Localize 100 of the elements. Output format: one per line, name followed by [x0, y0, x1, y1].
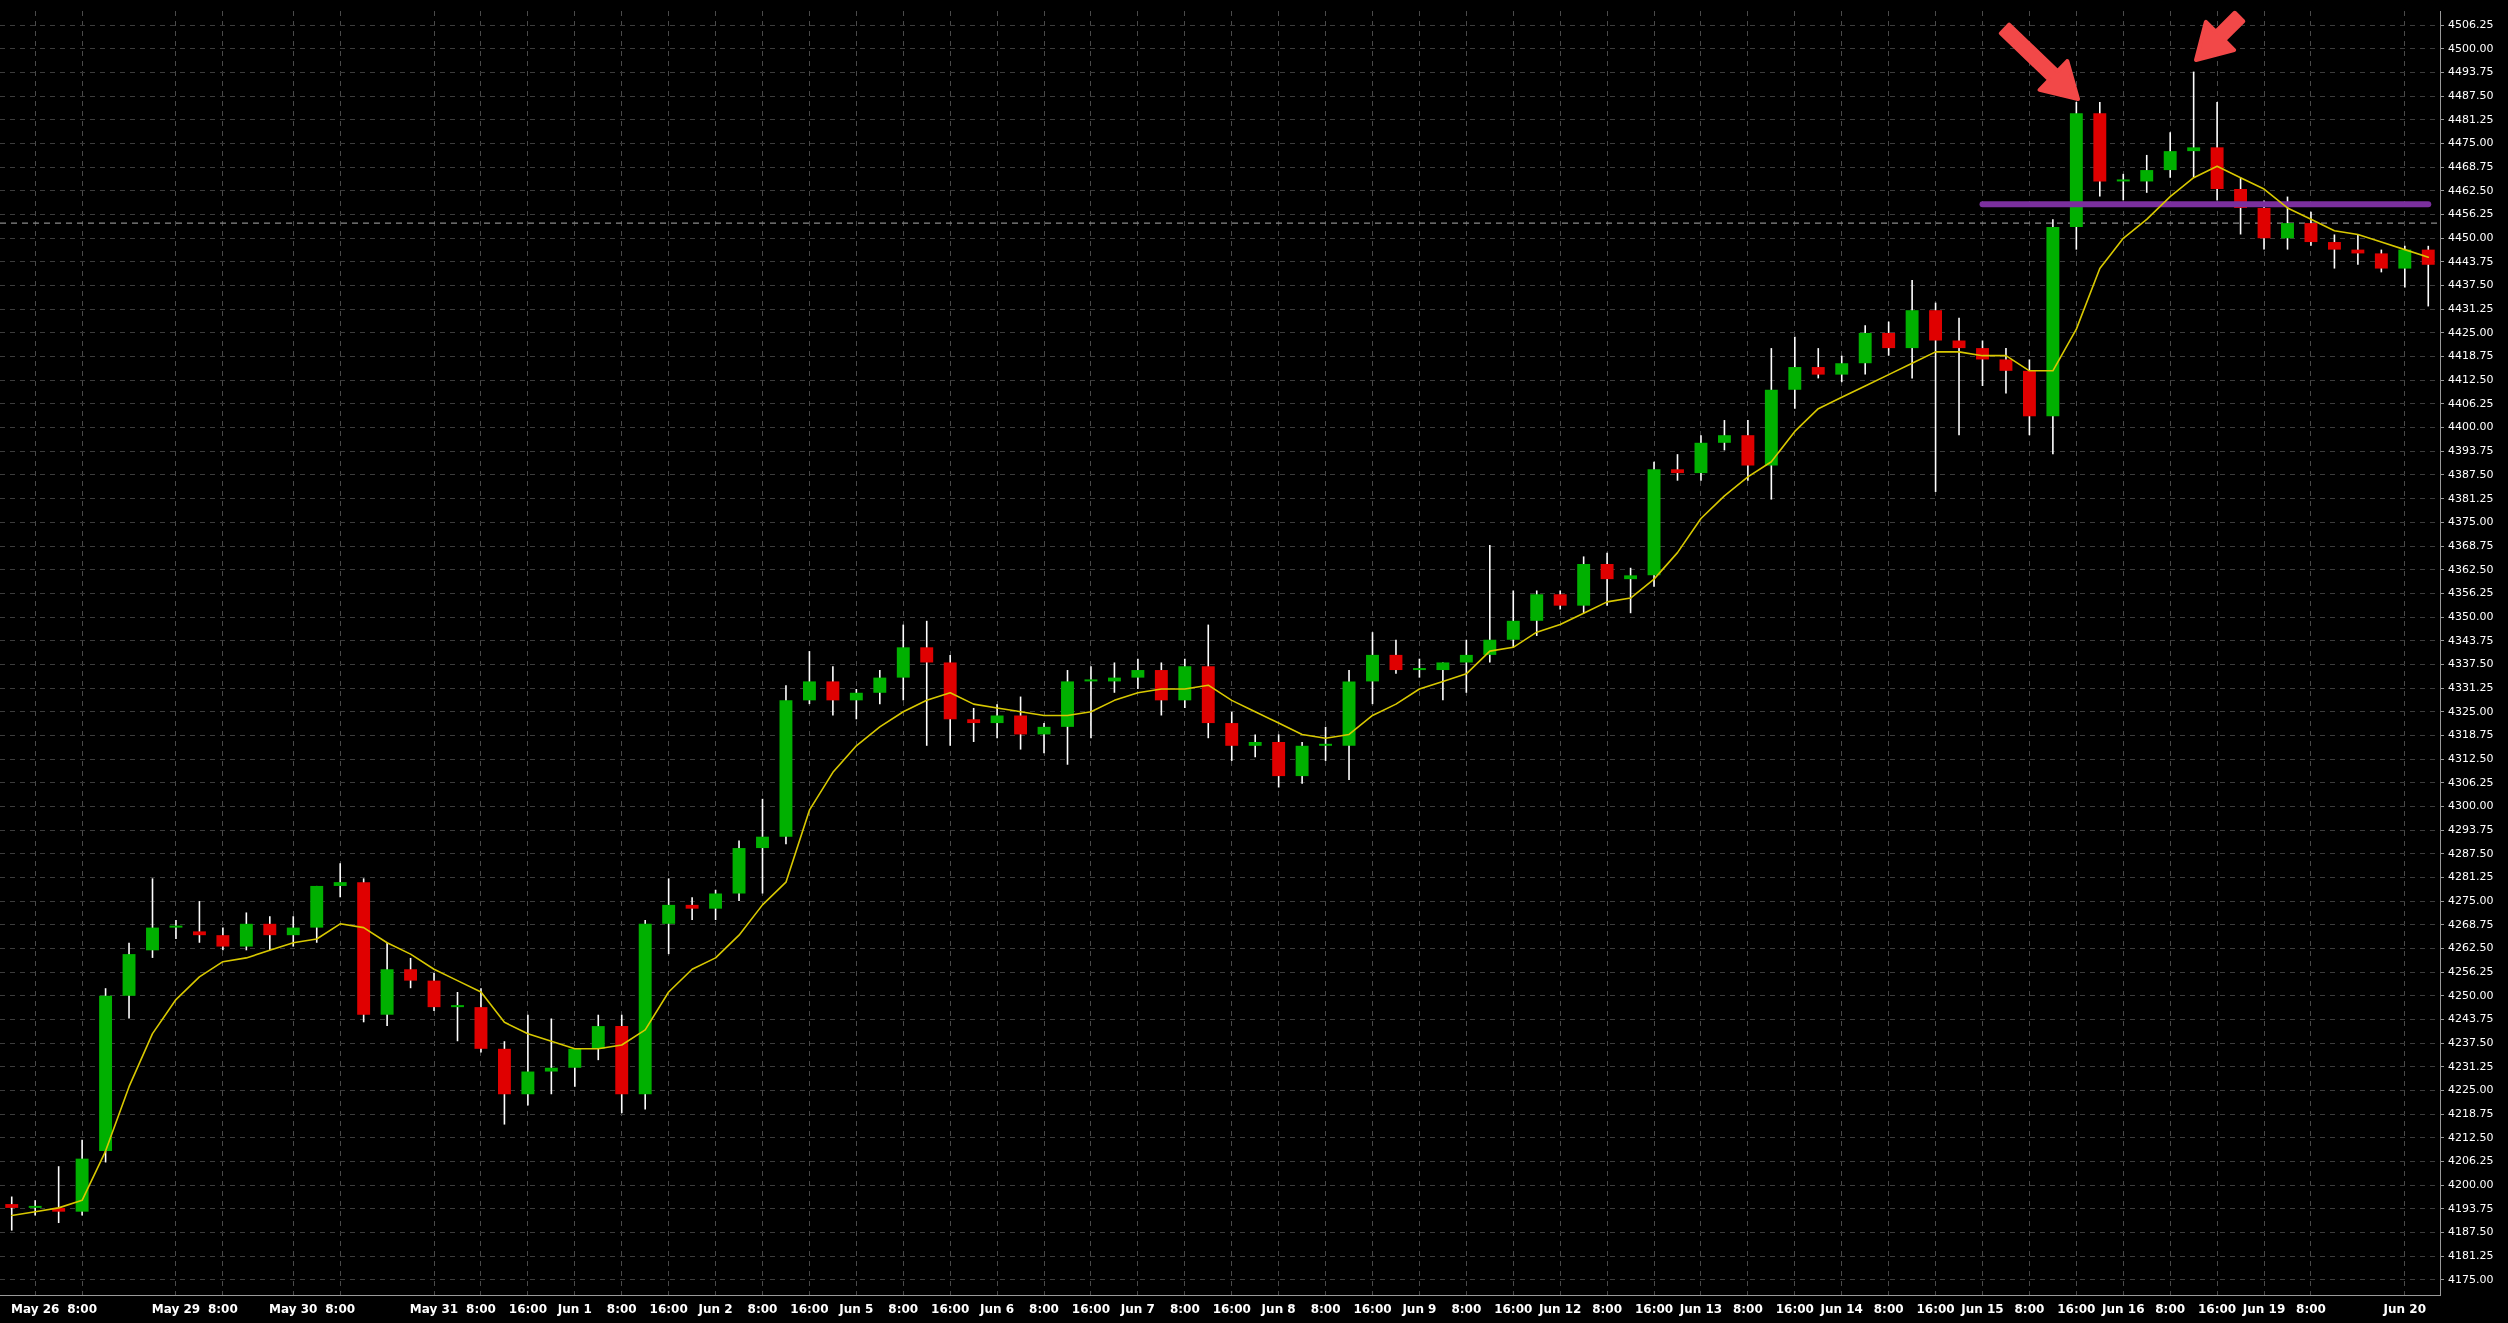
y-tick-label: 4343.75 — [2448, 633, 2494, 647]
candlestick — [2374, 248, 2388, 274]
x-tick-label: Jun 14 — [1819, 1302, 1863, 1317]
candlestick — [1835, 354, 1849, 383]
candlestick — [920, 620, 934, 747]
y-tick-label: 4450.00 — [2448, 231, 2494, 245]
y-tick-label: 4318.75 — [2448, 728, 2494, 742]
candlestick — [1014, 695, 1028, 751]
y-tick-label: 4418.75 — [2448, 349, 2494, 363]
y-tick-label: 4181.25 — [2448, 1249, 2494, 1263]
x-tick-label: 8:00 — [325, 1302, 356, 1317]
x-tick-label: Jun 12 — [1537, 1302, 1582, 1317]
candlestick — [216, 926, 230, 952]
y-tick-label: 4468.75 — [2448, 160, 2494, 174]
y-tick-label: 4231.25 — [2448, 1059, 2494, 1073]
x-tick-label: 8:00 — [2155, 1302, 2186, 1317]
x-tick-label: Jun 9 — [1401, 1302, 1437, 1317]
y-tick-label: 4300.00 — [2448, 799, 2494, 813]
candlestick — [146, 877, 159, 959]
y-tick-label: 4400.00 — [2448, 420, 2494, 434]
candlestick — [662, 877, 676, 955]
y-tick-label: 4212.50 — [2448, 1130, 2494, 1144]
x-tick-label: Jun 13 — [1678, 1302, 1723, 1317]
y-tick-label: 4375.00 — [2448, 515, 2494, 529]
candlestick — [169, 919, 183, 940]
y-tick-label: 4506.25 — [2448, 18, 2494, 32]
candlestick — [1131, 657, 1145, 690]
x-tick-label: 8:00 — [2014, 1302, 2045, 1317]
x-tick-label: 8:00 — [67, 1302, 98, 1317]
y-tick-label: 4443.75 — [2448, 254, 2494, 268]
candlestick — [1671, 453, 1684, 482]
x-tick-label: 8:00 — [207, 1302, 238, 1317]
candlestick — [802, 650, 816, 705]
x-tick-label: 16:00 — [2198, 1302, 2237, 1317]
candlestick — [1624, 566, 1638, 615]
y-tick-label: 4312.50 — [2448, 751, 2494, 765]
y-tick-label: 4237.50 — [2448, 1035, 2494, 1049]
y-tick-label: 4431.25 — [2448, 302, 2494, 316]
candlestick — [1412, 657, 1426, 679]
x-tick-label: Jun 5 — [838, 1302, 874, 1317]
x-tick-label: 16:00 — [1634, 1302, 1674, 1317]
candlestick — [873, 669, 887, 705]
candlestick — [685, 896, 699, 921]
x-tick-label: 8:00 — [606, 1302, 637, 1317]
candlestick — [1999, 347, 2013, 395]
candlestick — [756, 798, 769, 895]
x-tick-label: 16:00 — [649, 1302, 688, 1317]
y-tick-label: 4187.50 — [2448, 1225, 2494, 1239]
y-tick-label: 4306.25 — [2448, 775, 2494, 789]
x-tick-label: 16:00 — [790, 1302, 829, 1317]
y-tick-label: 4437.50 — [2448, 278, 2494, 292]
y-tick-label: 4362.50 — [2448, 562, 2494, 576]
x-tick-label: 16:00 — [931, 1302, 970, 1317]
candlestick — [568, 1048, 582, 1088]
x-tick-label: 8:00 — [1169, 1302, 1200, 1317]
candlestick — [1882, 320, 1896, 357]
x-tick-label: Jun 16 — [2101, 1302, 2145, 1317]
candlestick — [1717, 419, 1731, 452]
candlestick — [2116, 173, 2130, 202]
candlestick — [2421, 245, 2435, 308]
candlestick — [544, 1017, 558, 1096]
x-tick-label: Jun 7 — [1119, 1302, 1155, 1317]
y-tick-label: 4425.00 — [2448, 325, 2494, 339]
candlestick — [5, 1195, 19, 1232]
x-tick-label: 16:00 — [2057, 1302, 2096, 1317]
x-tick-label: 8:00 — [2296, 1302, 2326, 1317]
candlestick — [1600, 551, 1614, 607]
x-tick-label: 8:00 — [888, 1302, 919, 1317]
candlestick — [333, 862, 347, 899]
candlestick — [2398, 245, 2412, 289]
x-tick-label: 16:00 — [1775, 1302, 1814, 1317]
candlestick — [2281, 195, 2294, 251]
x-tick-label: 8:00 — [747, 1302, 778, 1317]
candlestick — [990, 703, 1004, 740]
x-tick-label: 16:00 — [1212, 1302, 1251, 1317]
candlestick — [1084, 665, 1098, 740]
candlestick — [239, 911, 253, 952]
x-tick-label: Jun 2 — [697, 1302, 733, 1317]
candlestick — [2187, 70, 2201, 179]
y-tick-label: 4387.50 — [2448, 467, 2494, 481]
candlestick — [521, 1013, 535, 1107]
y-tick-label: 4225.00 — [2448, 1083, 2494, 1097]
y-tick-label: 4200.00 — [2448, 1178, 2494, 1192]
x-tick-label: May 29 — [151, 1302, 201, 1317]
candlestick — [1811, 347, 1825, 380]
y-tick-label: 4481.25 — [2448, 112, 2494, 126]
candlestick — [1506, 589, 1520, 649]
y-tick-label: 4243.75 — [2448, 1012, 2494, 1026]
x-tick-label: 8:00 — [1732, 1302, 1763, 1317]
y-tick-label: 4218.75 — [2448, 1107, 2494, 1120]
y-tick-label: 4462.50 — [2448, 183, 2494, 197]
candlestick — [192, 900, 206, 944]
y-tick-label: 4287.50 — [2448, 846, 2494, 860]
candlestick — [286, 915, 300, 948]
y-tick-label: 4350.00 — [2448, 609, 2494, 623]
x-tick-label: 16:00 — [1353, 1302, 1392, 1317]
candlestick — [709, 888, 723, 921]
candlestick — [1788, 335, 1802, 410]
y-tick-label: 4275.00 — [2448, 893, 2494, 907]
y-tick-label: 4193.75 — [2448, 1201, 2494, 1215]
